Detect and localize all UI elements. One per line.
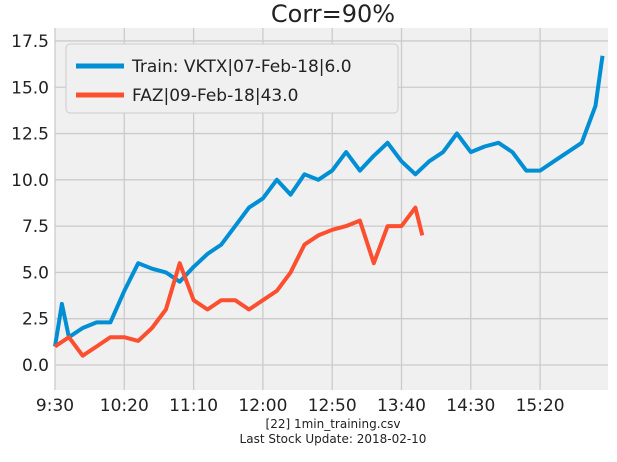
legend-box bbox=[65, 43, 399, 114]
y-tick-label: 2.5 bbox=[22, 310, 49, 330]
series-line bbox=[53, 205, 425, 358]
x-tick-label: 13:40 bbox=[377, 396, 426, 416]
y-tick-label: 10.0 bbox=[11, 171, 49, 191]
y-tick-label: 5.0 bbox=[22, 263, 49, 283]
x-tick-label: 9:30 bbox=[36, 396, 74, 416]
x-tick-label: 11:10 bbox=[169, 396, 218, 416]
chart-title: Corr=90% bbox=[271, 0, 395, 28]
y-tick-label: 15.0 bbox=[11, 78, 49, 98]
y-tick-label: 7.5 bbox=[22, 217, 49, 237]
x-tick-label: 12:50 bbox=[308, 396, 357, 416]
footer: [22] 1min_training.csv bbox=[266, 417, 401, 431]
x-tick-label: 10:20 bbox=[100, 396, 149, 416]
x-tick-label: 14:30 bbox=[446, 396, 495, 416]
x-tick-label: 15:20 bbox=[516, 396, 565, 416]
legend-label: Train: VKTX|07-Feb-18|6.0 bbox=[131, 57, 352, 77]
footer: Last Stock Update: 2018-02-10 bbox=[240, 432, 427, 446]
series-line bbox=[53, 55, 605, 347]
y-tick-label: 0.0 bbox=[22, 356, 49, 376]
y-tick-label: 17.5 bbox=[11, 32, 49, 52]
legend-label: FAZ|09-Feb-18|43.0 bbox=[132, 86, 298, 106]
x-tick-label: 12:00 bbox=[238, 396, 287, 416]
y-tick-label: 12.5 bbox=[11, 125, 49, 145]
